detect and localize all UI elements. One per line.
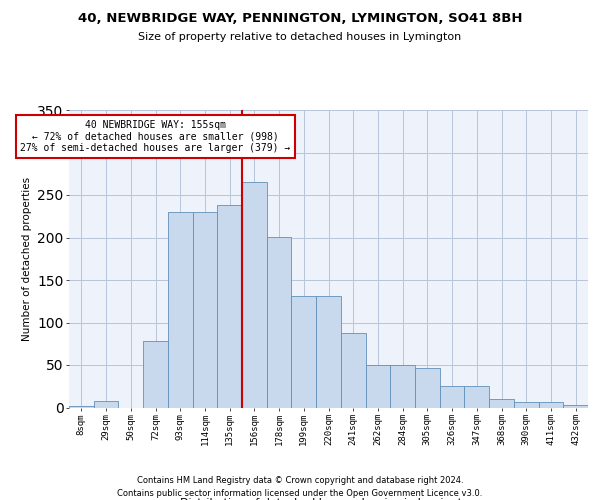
Bar [292,296,316,408]
Text: 40, NEWBRIDGE WAY, PENNINGTON, LYMINGTON, SO41 8BH: 40, NEWBRIDGE WAY, PENNINGTON, LYMINGTON… [78,12,522,26]
Bar [69,406,94,407]
Bar [267,236,292,408]
Text: Contains HM Land Registry data © Crown copyright and database right 2024.: Contains HM Land Registry data © Crown c… [137,476,463,485]
Bar [464,386,489,407]
Bar [415,368,440,408]
Bar [316,296,341,408]
Y-axis label: Number of detached properties: Number of detached properties [22,176,32,341]
Bar [563,405,588,407]
Text: Contains public sector information licensed under the Open Government Licence v3: Contains public sector information licen… [118,488,482,498]
Bar [365,365,390,408]
Bar [440,386,464,407]
Bar [143,341,168,407]
X-axis label: Distribution of detached houses by size in Lymington: Distribution of detached houses by size … [181,498,476,500]
Bar [341,332,365,407]
Text: Size of property relative to detached houses in Lymington: Size of property relative to detached ho… [139,32,461,42]
Bar [242,182,267,408]
Bar [390,365,415,408]
Bar [514,402,539,407]
Bar [217,205,242,408]
Bar [539,402,563,407]
Bar [94,400,118,407]
Bar [168,212,193,408]
Bar [193,212,217,408]
Bar [489,399,514,407]
Text: 40 NEWBRIDGE WAY: 155sqm
← 72% of detached houses are smaller (998)
27% of semi-: 40 NEWBRIDGE WAY: 155sqm ← 72% of detach… [20,120,290,154]
